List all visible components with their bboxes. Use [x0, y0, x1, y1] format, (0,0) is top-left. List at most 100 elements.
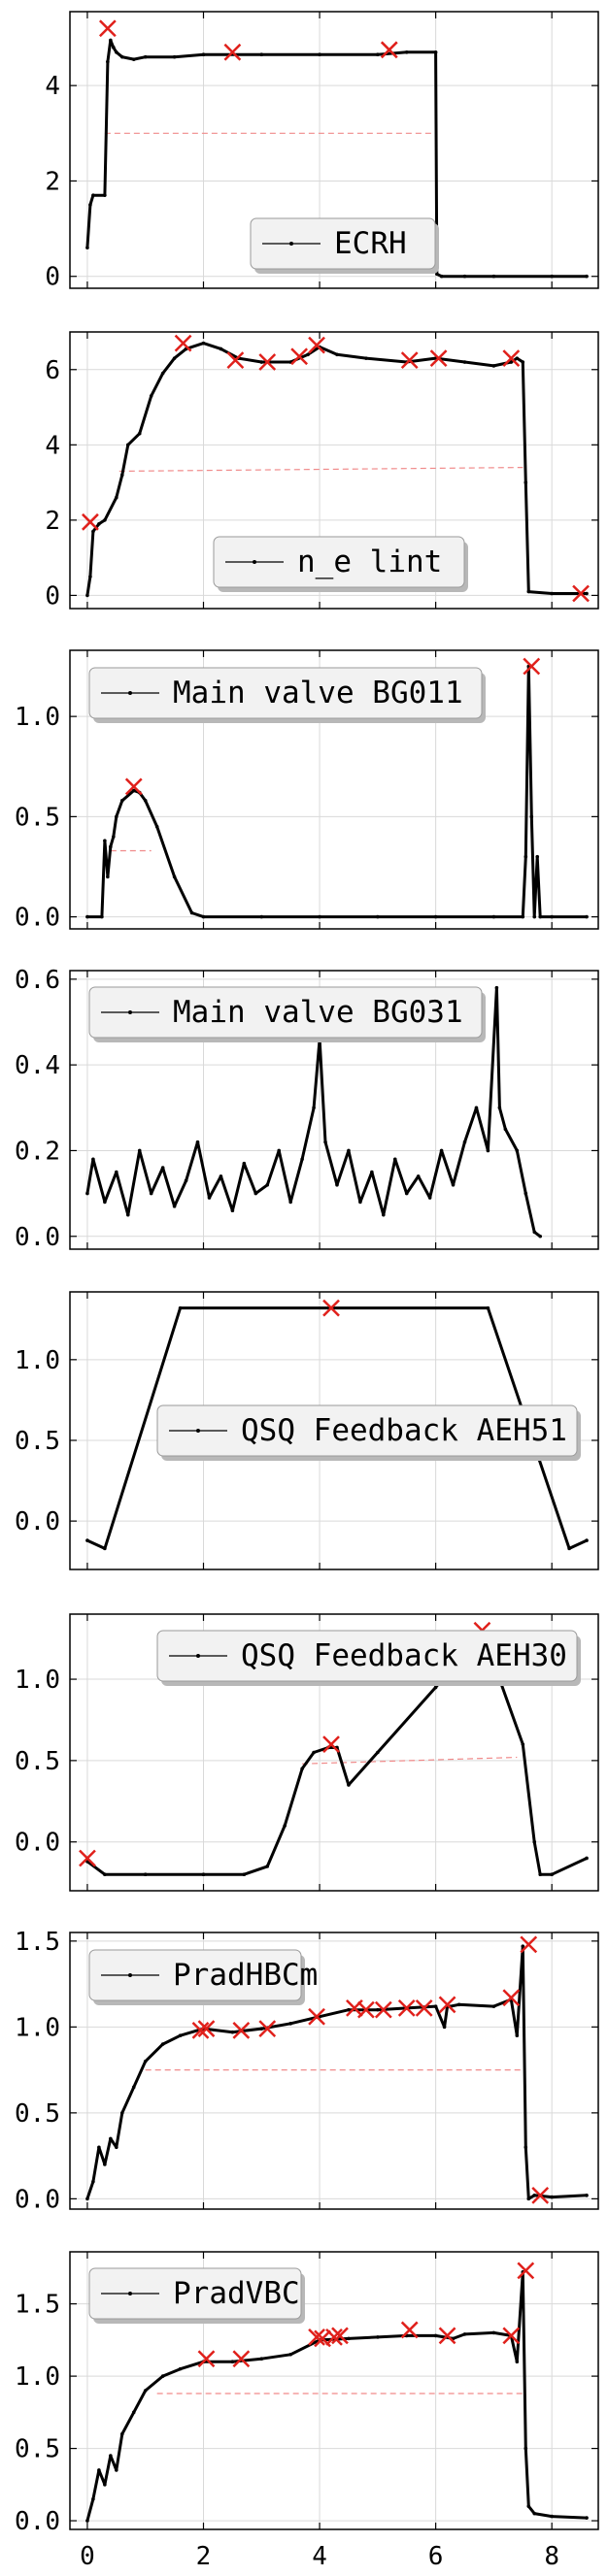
peak-marker: [290, 347, 309, 366]
x-tick-label: 8: [544, 2542, 559, 2571]
data-point: [154, 824, 159, 829]
peak-marker: [400, 351, 419, 369]
data-point: [529, 814, 534, 819]
y-tick-label: 0.5: [15, 1747, 60, 1776]
series-line: [86, 1629, 588, 1876]
data-point: [85, 2196, 89, 2201]
series-line: [86, 1306, 588, 1550]
data-point: [515, 2033, 520, 2038]
peak-marker: [82, 512, 99, 531]
peak-marker: [232, 2350, 251, 2368]
peak-marker: [331, 2327, 349, 2345]
data-point: [585, 1856, 589, 1861]
axes-frame: [69, 1291, 599, 1570]
data-point: [207, 1196, 212, 1200]
plot-area: [79, 1621, 589, 1877]
data-point: [97, 2468, 101, 2472]
data-point: [230, 2030, 235, 2034]
peak-marker: [322, 1735, 340, 1754]
y-tick-label: 4: [45, 431, 60, 460]
data-point: [435, 272, 439, 277]
legend: n_e lint: [213, 536, 468, 592]
x-tick-label: 6: [428, 2542, 444, 2571]
plot-area: [85, 657, 589, 919]
peak-marker: [380, 41, 398, 59]
data-point: [103, 193, 107, 197]
data-point: [532, 914, 537, 919]
data-point: [131, 2085, 136, 2090]
data-point: [242, 1872, 247, 1877]
data-point: [439, 1148, 444, 1153]
data-point: [88, 203, 92, 207]
data-point: [288, 2022, 292, 2026]
data-point: [433, 50, 438, 54]
data-point: [109, 38, 113, 43]
data-point: [585, 591, 589, 596]
data-point: [526, 589, 531, 594]
y-tick-label: 2: [45, 507, 60, 536]
data-point: [318, 52, 321, 57]
data-point: [550, 591, 554, 596]
data-point: [532, 1230, 537, 1235]
data-point: [550, 914, 554, 919]
data-point: [318, 914, 321, 919]
reference-line: [118, 466, 524, 473]
peak-marker: [322, 1299, 340, 1317]
data-point: [230, 2360, 235, 2364]
peak-marker: [308, 2007, 325, 2026]
panel-3: 0.0 0.5 1.0 Main valve BG011: [15, 649, 599, 933]
data-point: [137, 431, 142, 436]
data-point: [585, 2194, 589, 2197]
data-point: [265, 1865, 270, 1868]
data-point: [538, 1872, 543, 1877]
legend-box: [88, 986, 483, 1039]
data-point: [550, 274, 554, 279]
y-tick-label: 1.5: [15, 1928, 60, 1957]
data-point: [253, 1191, 258, 1196]
y-tick-label: 0.0: [15, 1829, 60, 1858]
legend-box: [213, 536, 465, 588]
data-point: [535, 854, 540, 859]
legend: PradHBCm: [88, 1949, 318, 2005]
data-point: [259, 52, 264, 57]
axes-frame: [69, 11, 599, 289]
data-point: [538, 1234, 543, 1238]
data-point: [172, 54, 177, 59]
peak-marker: [325, 2328, 343, 2346]
data-point: [347, 2007, 351, 2012]
data-point: [85, 593, 89, 598]
data-point: [515, 1148, 520, 1153]
data-point: [300, 1157, 304, 1162]
data-point: [219, 1174, 223, 1178]
data-point: [462, 274, 467, 279]
data-point: [491, 2330, 496, 2335]
y-tick-label: 0.0: [15, 1507, 60, 1536]
y-tick-label: 0.5: [15, 2099, 60, 2129]
data-point: [230, 1208, 235, 1213]
data-point: [474, 1106, 479, 1110]
peak-marker: [531, 2186, 550, 2204]
panel-5: 0.0 0.5 1.0 QSQ Feedback AEH51: [15, 1291, 599, 1570]
data-point: [91, 529, 95, 534]
axes-frame: [69, 2251, 599, 2530]
data-point: [300, 1767, 304, 1771]
data-point: [189, 910, 194, 915]
data-point: [178, 1305, 183, 1310]
data-point: [376, 2007, 380, 2012]
peak-marker: [79, 1849, 96, 1867]
peak-marker: [520, 1935, 538, 1954]
y-tick-label: 0.5: [15, 1427, 60, 1456]
data-point: [184, 1178, 188, 1183]
data-point: [567, 1546, 571, 1551]
legend-label: PradHBCm: [173, 1958, 318, 1993]
plot-area: [85, 1935, 589, 2204]
data-point: [85, 1538, 89, 1542]
data-point: [115, 495, 118, 500]
peak-marker: [400, 2321, 419, 2339]
data-point: [312, 1106, 316, 1110]
data-point: [160, 1166, 165, 1170]
data-point: [288, 1200, 292, 1205]
data-point: [125, 1212, 130, 1217]
data-point: [427, 1196, 432, 1200]
